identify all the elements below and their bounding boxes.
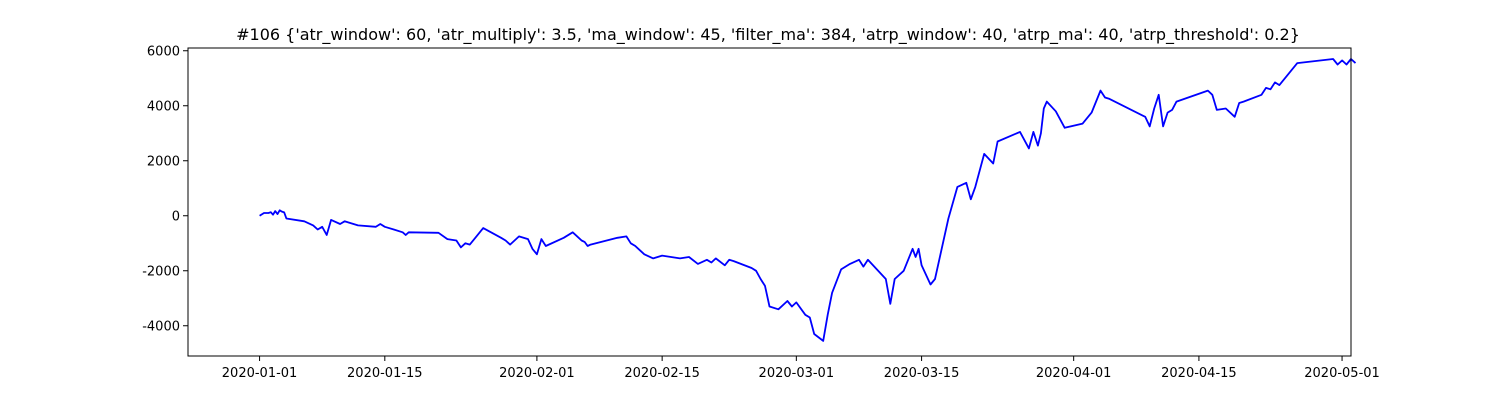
y-axis-ticks: -4000 -2000 0 2000 4000 6000 [142, 44, 188, 334]
y-tick-label: 6000 [147, 44, 180, 59]
series-layer [259, 58, 1357, 342]
x-tick-label: 2020-01-15 [347, 366, 423, 381]
plot-area-frame [187, 47, 1352, 357]
x-tick-label: 2020-03-15 [884, 366, 960, 381]
y-tick-label: 0 [172, 209, 180, 224]
y-tick-label: -2000 [142, 264, 180, 279]
y-tick-label: 2000 [147, 154, 180, 169]
series-line-0 [259, 58, 1357, 342]
x-tick-label: 2020-04-15 [1161, 366, 1237, 381]
y-tick-label: -4000 [142, 319, 180, 334]
x-tick-label: 2020-03-01 [759, 366, 835, 381]
x-tick-label: 2020-02-01 [499, 366, 575, 381]
x-axis-ticks: 2020-01-01 2020-01-15 2020-02-01 2020-02-15… [222, 356, 1380, 381]
x-tick-label: 2020-04-01 [1036, 366, 1112, 381]
y-tick-label: 4000 [147, 99, 180, 114]
x-tick-label: 2020-02-15 [624, 366, 700, 381]
chart-title: #106 {'atr_window': 60, 'atr_multiply': … [236, 25, 1300, 45]
x-tick-label: 2020-05-01 [1304, 366, 1380, 381]
x-tick-label: 2020-01-01 [222, 366, 298, 381]
